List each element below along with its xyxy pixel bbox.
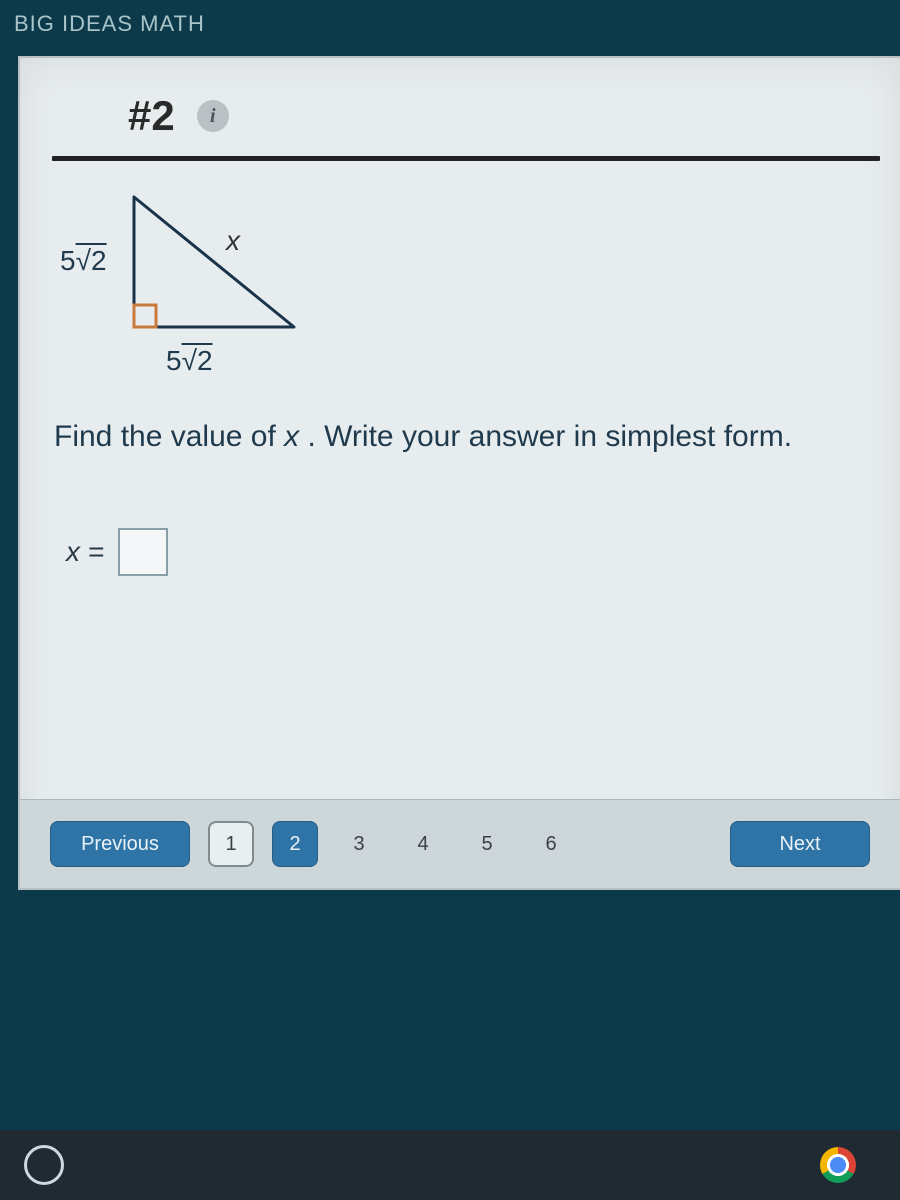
hypotenuse-label: x	[226, 225, 240, 257]
problem-number: #2	[128, 92, 175, 140]
info-icon[interactable]: i	[197, 100, 229, 132]
page-button-1[interactable]: 1	[208, 821, 254, 867]
answer-label: x =	[66, 536, 104, 568]
problem-prompt: Find the value of x . Write your answer …	[20, 387, 900, 458]
page-button-3[interactable]: 3	[336, 821, 382, 867]
page-button-5[interactable]: 5	[464, 821, 510, 867]
triangle-figure: 5√2 5√2 x	[56, 187, 900, 387]
windows-taskbar	[0, 1130, 900, 1200]
previous-button[interactable]: Previous	[50, 821, 190, 867]
leg-left-label: 5√2	[60, 245, 107, 277]
leg-bottom-label: 5√2	[166, 345, 213, 377]
cortana-icon[interactable]	[22, 1143, 66, 1187]
page-button-6[interactable]: 6	[528, 821, 574, 867]
question-nav-bar: Previous 123456 Next	[20, 799, 900, 888]
page-button-2[interactable]: 2	[272, 821, 318, 867]
chrome-icon[interactable]	[816, 1143, 860, 1187]
triangle-svg	[124, 187, 304, 347]
next-button[interactable]: Next	[730, 821, 870, 867]
page-button-4[interactable]: 4	[400, 821, 446, 867]
divider	[52, 156, 880, 161]
answer-input[interactable]	[118, 528, 168, 576]
brand-title: BIG IDEAS MATH	[14, 11, 205, 37]
assignment-window: #2 i 5√2 5√2 x Find the value of x . Wri…	[18, 56, 900, 890]
